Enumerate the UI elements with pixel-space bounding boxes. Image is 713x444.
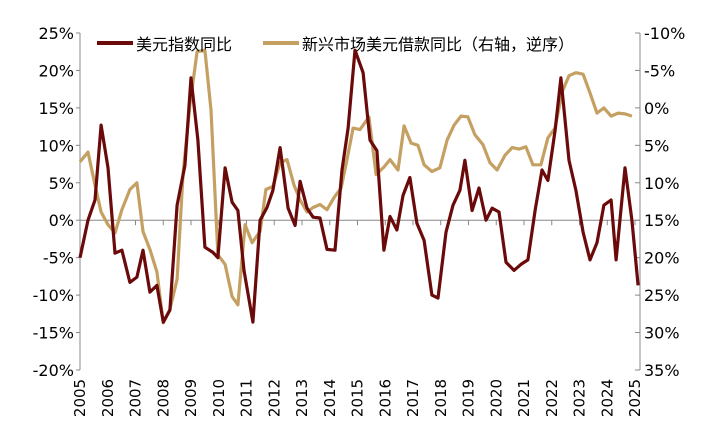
left-tick-label: -15%: [33, 324, 74, 343]
x-tick-label: 2007: [127, 379, 145, 417]
x-tick-label: 2008: [154, 379, 172, 417]
right-tick-label: 10%: [644, 174, 680, 193]
legend-label-dollar-index: 美元指数同比: [136, 35, 232, 54]
left-tick-label: -20%: [33, 361, 74, 380]
right-tick-label: 5%: [644, 136, 669, 155]
right-tick-label: 30%: [644, 324, 680, 343]
x-tick-label: 2011: [238, 379, 256, 417]
left-tick-label: -10%: [33, 286, 74, 305]
x-tick-label: 2016: [376, 379, 394, 417]
x-tick-label: 2012: [265, 379, 283, 417]
line-em-dollar-borrowing-yoy: [78, 48, 633, 325]
x-tick-label: 2022: [543, 379, 561, 417]
x-tick-label: 2014: [321, 379, 339, 417]
right-tick-label: 25%: [644, 286, 680, 305]
legend: 美元指数同比 新兴市场美元借款同比（右轴，逆序）: [97, 35, 574, 54]
right-tick-label: 35%: [644, 361, 680, 380]
x-tick-label: 2013: [293, 379, 311, 417]
right-tick-label: -10%: [644, 24, 685, 43]
right-tick-label: 20%: [644, 249, 680, 268]
left-tick-label: 0%: [49, 211, 74, 230]
x-tick-label: 2018: [432, 379, 450, 417]
x-tick-label: 2010: [210, 379, 228, 417]
left-tick-label: -5%: [43, 249, 74, 268]
x-tick-label: 2017: [404, 379, 422, 417]
x-tick-label: 2025: [626, 379, 644, 417]
axes: -20% -15% -10% -5% 0% 5% 10% 15% 20% 25% -10% -5% 0%…: [33, 24, 686, 417]
left-tick-label: 20%: [38, 61, 74, 80]
x-tick-label: 2019: [460, 379, 478, 417]
x-tick-label: 2009: [182, 379, 200, 417]
left-tick-label: 5%: [49, 174, 74, 193]
x-tick-label: 2015: [349, 379, 367, 417]
left-tick-label: 15%: [38, 99, 74, 118]
x-tick-label: 2006: [99, 379, 117, 417]
right-tick-label: 0%: [644, 99, 669, 118]
x-tick-label: 2020: [487, 379, 505, 417]
legend-label-em-borrowing: 新兴市场美元借款同比（右轴，逆序）: [302, 35, 574, 54]
line-dollar-index-yoy: [78, 48, 640, 324]
left-tick-label: 10%: [38, 136, 74, 155]
right-tick-label: -5%: [644, 61, 675, 80]
x-tick-label: 2021: [515, 379, 533, 417]
x-tick-label: 2024: [598, 379, 616, 417]
x-tick-label: 2023: [571, 379, 589, 417]
x-tick-label: 2005: [71, 379, 89, 417]
left-tick-label: 25%: [38, 24, 74, 43]
right-tick-label: 15%: [644, 211, 680, 230]
series-lines: [78, 48, 640, 325]
